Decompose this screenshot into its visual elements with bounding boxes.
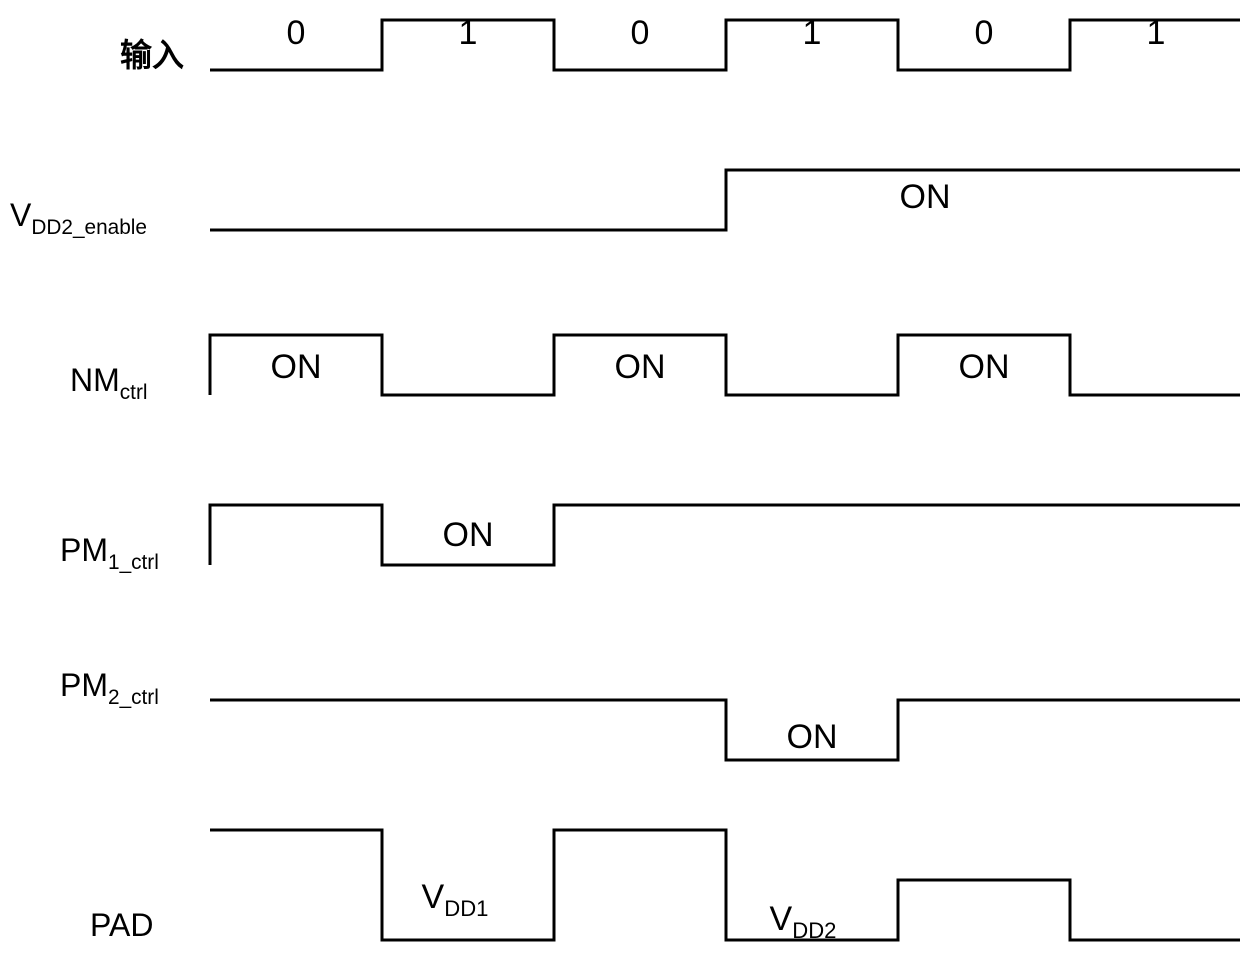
signal-pm1_ctrl: PM1_ctrl ON — [60, 505, 1240, 574]
timing-diagram: 输入010101VDD2_enableONNMctrlONONONPM1_ctr… — [0, 0, 1240, 980]
input-value: 1 — [803, 14, 822, 52]
nm_ctrl-value: ON — [615, 348, 666, 386]
vdd2_enable-values: ON — [900, 178, 951, 216]
vdd2_enable-label: VDD2_enable — [10, 197, 147, 239]
pad-value: VDD1 — [422, 878, 489, 921]
pad-label: PAD — [90, 907, 153, 943]
input-value: 1 — [459, 14, 478, 52]
input-label: 输入 — [120, 37, 184, 73]
nm_ctrl-waveform — [210, 335, 1240, 395]
input-value: 0 — [287, 14, 306, 52]
pm1_ctrl-value: ON — [443, 516, 494, 554]
pm1_ctrl-label: PM1_ctrl — [60, 532, 159, 574]
signal-pm2_ctrl: PM2_ctrl ON — [60, 667, 1240, 760]
signal-nm_ctrl: NMctrl ON ON ON — [70, 335, 1240, 404]
vdd2_enable-waveform — [210, 170, 1240, 230]
pm1_ctrl-waveform — [210, 505, 1240, 565]
pad-value: VDD2 — [770, 900, 837, 943]
input-value: 1 — [1147, 14, 1166, 52]
nm_ctrl-value: ON — [271, 348, 322, 386]
pad-waveform — [210, 830, 1240, 940]
pm2_ctrl-values: ON — [787, 718, 838, 756]
input-waveform — [210, 20, 1240, 70]
signal-vdd2_enable: VDD2_enable ON — [10, 170, 1240, 239]
pad-values: VDD1 VDD2 — [422, 878, 837, 943]
pm2_ctrl-value: ON — [787, 718, 838, 756]
pm2_ctrl-waveform — [210, 700, 1240, 760]
pm1_ctrl-values: ON — [443, 516, 494, 554]
input-value: 0 — [975, 14, 994, 52]
signal-input: 输入 0 1 0 1 0 1 — [120, 14, 1240, 73]
vdd2_enable-value: ON — [900, 178, 951, 216]
nm_ctrl-label: NMctrl — [70, 362, 148, 404]
pm2_ctrl-label: PM2_ctrl — [60, 667, 159, 709]
signal-pad: PAD VDD1 VDD2 — [90, 830, 1240, 943]
input-value: 0 — [631, 14, 650, 52]
nm_ctrl-value: ON — [959, 348, 1010, 386]
